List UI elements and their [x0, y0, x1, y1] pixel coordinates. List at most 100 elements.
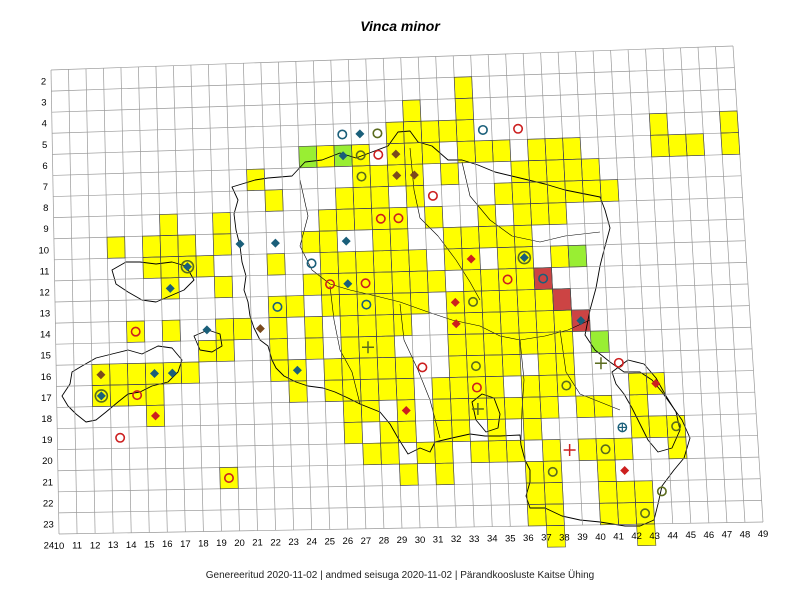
diamond-marker [409, 170, 419, 180]
yellow-cell [511, 182, 531, 205]
plus-marker [471, 402, 484, 415]
circle-marker [372, 128, 383, 139]
yellow-cell [269, 338, 289, 361]
yellow-cell [542, 439, 562, 462]
yellow-cell [403, 121, 422, 144]
column-label: 38 [559, 532, 570, 543]
yellow-cell [616, 481, 636, 503]
yellow-cell [648, 415, 668, 438]
yellow-cell [374, 271, 393, 294]
yellow-cell [462, 269, 482, 292]
yellow-cell [304, 316, 323, 339]
diamond-marker [392, 171, 402, 180]
yellow-cell [464, 312, 484, 335]
yellow-cell [335, 187, 354, 210]
row-label: 4 [42, 119, 47, 130]
yellow-cell [635, 502, 655, 525]
yellow-cell [500, 311, 520, 334]
yellow-cell [539, 375, 558, 397]
cell-outline [145, 404, 166, 428]
column-label: 25 [324, 536, 335, 547]
yellow-cell [512, 203, 532, 226]
circle-marker [513, 123, 524, 134]
yellow-cell [448, 355, 468, 378]
yellow-cell [397, 421, 417, 443]
row-label: 15 [40, 351, 51, 362]
yellow-cell [378, 378, 397, 401]
cell-outline [333, 144, 353, 168]
circle-marker [223, 473, 234, 484]
diamond-marker [292, 365, 302, 375]
yellow-cell [214, 276, 233, 298]
row-label: 24 [44, 541, 55, 552]
circle-marker [600, 444, 611, 455]
cell-outline [539, 396, 560, 419]
yellow-cell [465, 333, 485, 356]
column-label: 40 [595, 532, 606, 543]
diamond-marker [355, 129, 365, 139]
diamond-marker [576, 316, 586, 326]
yellow-cell [596, 438, 616, 461]
yellow-cell [341, 358, 361, 380]
yellow-cell [487, 419, 507, 441]
column-label: 14 [126, 540, 137, 551]
cell-outline [567, 244, 588, 268]
yellow-cell [356, 272, 375, 295]
yellow-cell [410, 292, 430, 315]
yellow-cell [460, 226, 480, 249]
column-label: 13 [108, 540, 119, 551]
yellow-cell [527, 138, 546, 161]
yellow-cell [554, 331, 574, 354]
yellow-cell [362, 443, 382, 465]
circle-marker [306, 258, 317, 269]
column-label: 30 [415, 535, 426, 546]
green-cell [298, 146, 317, 168]
diamond-ring-marker [517, 250, 532, 265]
yellow-cell [600, 179, 619, 202]
yellow-cell [502, 354, 522, 377]
diamond-marker [451, 319, 461, 329]
row-label: 19 [42, 435, 53, 446]
yellow-cell [523, 418, 543, 441]
yellow-cell [396, 378, 415, 400]
row-label: 8 [43, 203, 48, 214]
diamond-marker [401, 406, 411, 415]
yellow-cell [323, 358, 343, 381]
column-label: 33 [469, 534, 480, 545]
diamond-marker [235, 239, 245, 249]
diamond-marker [341, 236, 351, 246]
yellow-cell [339, 294, 358, 316]
diamond-marker [651, 379, 661, 389]
circle-marker [355, 150, 366, 161]
yellow-cell [420, 120, 440, 143]
column-label: 18 [198, 539, 209, 550]
yellow-cell [342, 379, 362, 402]
column-label: 24 [306, 537, 317, 548]
cell-outline [593, 394, 614, 418]
yellow-cell [110, 384, 129, 407]
diamond-marker [149, 369, 159, 379]
cell-outline [298, 145, 318, 169]
yellow-cell [359, 357, 379, 380]
yellow-cell [352, 165, 371, 188]
row-label: 10 [39, 245, 50, 256]
row-label: 18 [41, 414, 52, 425]
cell-outline [232, 317, 253, 341]
circle-marker [360, 278, 371, 289]
circle-marker [375, 213, 386, 224]
yellow-cell [393, 314, 413, 336]
circle-marker [671, 421, 682, 432]
column-label: 12 [90, 540, 101, 551]
yellow-cell [373, 250, 392, 273]
yellow-cell [480, 269, 500, 291]
column-label: 43 [649, 531, 660, 542]
yellow-cell [525, 461, 545, 484]
column-label: 44 [667, 531, 678, 542]
yellow-cell [488, 440, 508, 463]
yellow-cell [107, 236, 126, 259]
row-label: 23 [43, 519, 54, 530]
vortsjarv-lake [471, 393, 501, 433]
circle-marker [656, 486, 667, 497]
column-label: 28 [379, 535, 390, 546]
yellow-cell [196, 255, 215, 278]
